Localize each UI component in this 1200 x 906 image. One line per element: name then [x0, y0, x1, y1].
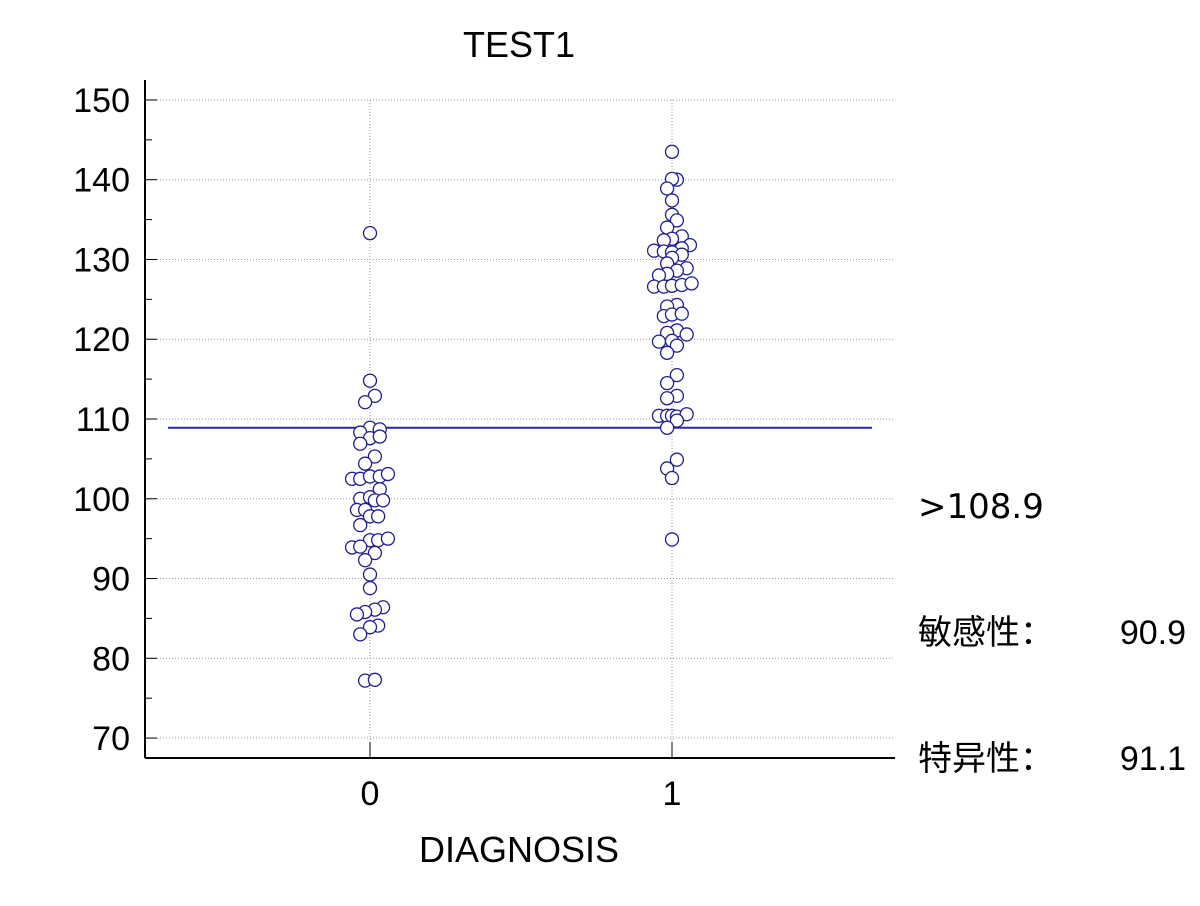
y-tick-label: 110 — [76, 401, 130, 439]
data-point — [353, 517, 368, 533]
y-tick-label: 120 — [73, 321, 130, 359]
cutoff-value-label: >108.9 — [918, 487, 1044, 527]
data-point — [659, 420, 675, 435]
cutoff-stats-panel: >108.9 敏感性： 90.9 特异性： 91.1 — [918, 402, 1200, 822]
data-point — [349, 607, 365, 622]
data-point — [651, 334, 667, 349]
data-point — [659, 181, 675, 196]
data-point — [353, 436, 368, 451]
specificity-label: 特异性： — [918, 739, 1054, 779]
data-point — [362, 567, 378, 582]
data-point — [367, 449, 383, 464]
data-point — [380, 531, 396, 546]
x-tick-label: 1 — [663, 775, 682, 813]
data-point — [362, 373, 378, 388]
sensitivity-value: 90.9 — [1119, 614, 1186, 652]
data-point — [367, 545, 383, 561]
y-tick-label: 90 — [92, 561, 130, 599]
data-point — [669, 213, 685, 228]
data-point — [353, 539, 368, 554]
data-point — [367, 672, 383, 687]
data-point — [669, 367, 685, 383]
data-point — [679, 327, 694, 342]
data-point — [362, 620, 378, 635]
y-tick-label: 70 — [92, 720, 130, 758]
sensitivity-row: 敏感性： 90.9 — [918, 612, 1200, 654]
data-point — [367, 388, 383, 404]
data-point — [380, 466, 396, 482]
y-axis-ticks: 70 80 90 100 110 120 130 140 150 — [73, 82, 157, 758]
gridlines — [145, 99, 895, 758]
x-tick-label: 0 — [361, 775, 380, 813]
data-point — [659, 345, 675, 360]
data-point — [375, 493, 391, 508]
data-point — [357, 553, 373, 568]
data-point — [353, 627, 368, 642]
cutoff-value-row: >108.9 — [918, 486, 1200, 528]
specificity-row: 特异性： 91.1 — [918, 738, 1200, 780]
specificity-value: 91.1 — [1119, 740, 1186, 778]
chart-title: TEST1 — [463, 24, 575, 65]
data-point — [362, 580, 378, 596]
data-point — [659, 375, 675, 391]
data-point — [664, 144, 680, 159]
data-point — [659, 391, 675, 406]
y-tick-label: 80 — [92, 640, 130, 678]
data-points — [344, 144, 699, 688]
data-point — [684, 276, 699, 291]
data-point — [664, 193, 680, 208]
y-tick-label: 100 — [73, 481, 130, 519]
data-point — [669, 413, 685, 428]
data-point — [357, 456, 373, 471]
x-axis-label: DIAGNOSIS — [419, 829, 619, 870]
data-point — [372, 429, 387, 444]
y-tick-label: 130 — [73, 241, 130, 279]
data-point — [664, 532, 680, 547]
data-point — [679, 407, 694, 422]
data-point — [357, 395, 373, 410]
y-tick-label: 150 — [73, 82, 130, 120]
data-point — [669, 338, 685, 353]
data-point — [669, 452, 685, 467]
data-point — [362, 225, 378, 241]
data-point — [664, 470, 680, 486]
data-point — [674, 306, 689, 321]
sensitivity-label: 敏感性： — [918, 613, 1054, 653]
data-point — [370, 509, 386, 524]
y-tick-label: 140 — [73, 162, 130, 200]
